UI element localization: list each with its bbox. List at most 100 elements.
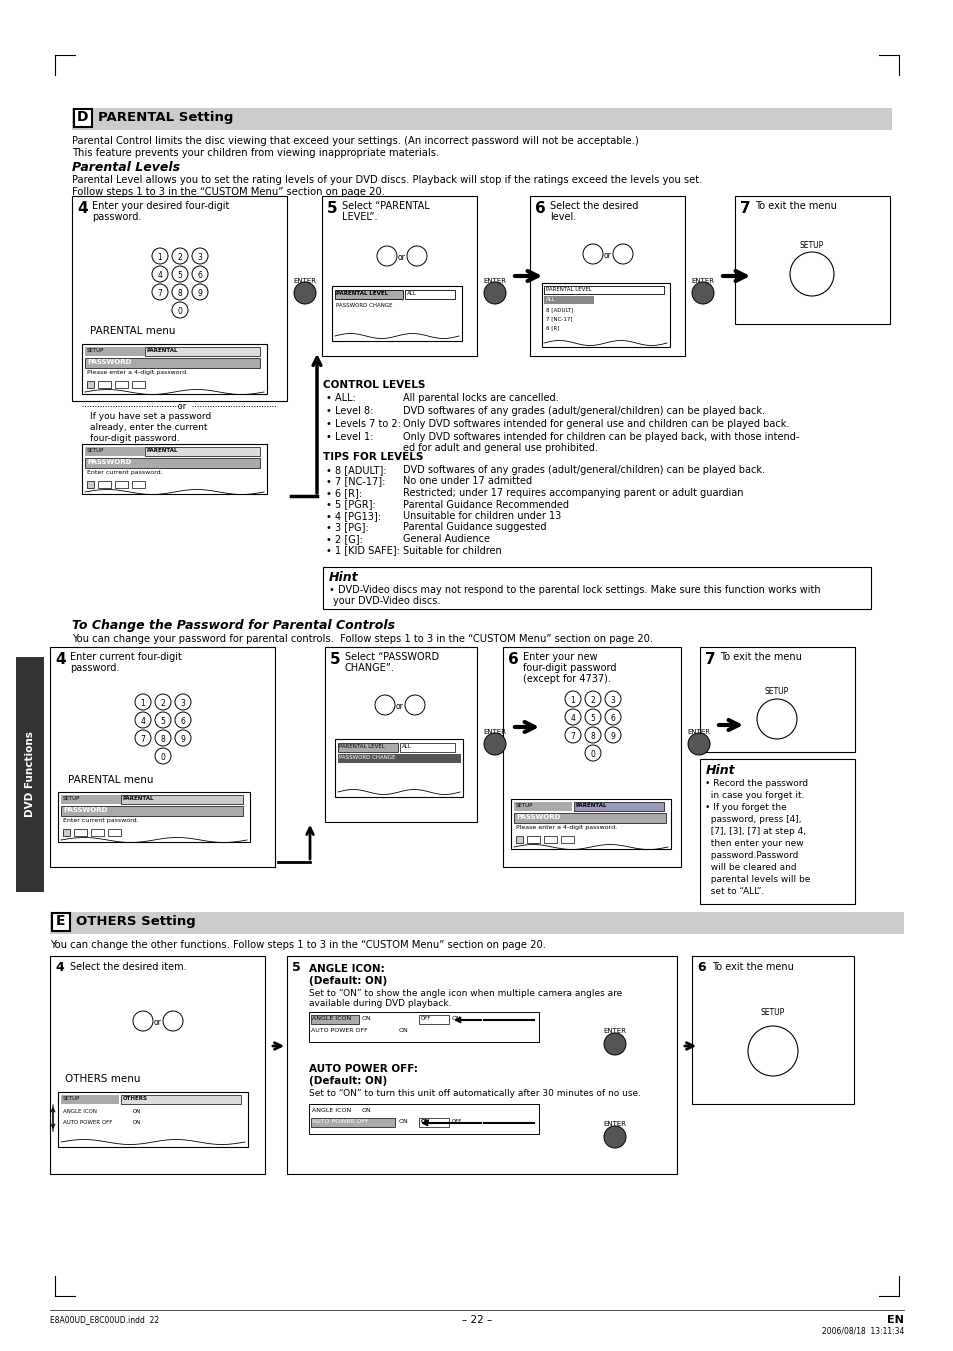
- Text: PASSWORD CHANGE: PASSWORD CHANGE: [338, 755, 395, 761]
- Text: Set to “ON” to show the angle icon when multiple camera angles are: Set to “ON” to show the angle icon when …: [309, 989, 621, 998]
- Circle shape: [405, 694, 424, 715]
- Text: PASSWORD: PASSWORD: [63, 807, 108, 813]
- Text: Select the desired: Select the desired: [550, 201, 638, 211]
- Circle shape: [603, 1125, 625, 1148]
- Text: Hint: Hint: [705, 765, 735, 777]
- Circle shape: [152, 249, 168, 263]
- Text: You can change the other functions. Follow steps 1 to 3 in the “CUSTOM Menu” sec: You can change the other functions. Foll…: [50, 940, 545, 950]
- Bar: [700, 647, 854, 753]
- Text: 3: 3: [180, 698, 185, 708]
- Text: available during DVD playback.: available during DVD playback.: [309, 998, 451, 1008]
- Bar: [311, 1106, 358, 1116]
- Text: already, enter the current: already, enter the current: [90, 423, 208, 432]
- Text: ENTER: ENTER: [691, 278, 714, 284]
- Bar: [541, 282, 669, 347]
- Text: 7 [NC-17]: 7 [NC-17]: [545, 316, 572, 322]
- Text: 0: 0: [590, 750, 595, 759]
- Text: Parental Level allows you to set the rating levels of your DVD discs. Playback w: Parental Level allows you to set the rat…: [71, 176, 701, 185]
- Bar: [323, 567, 870, 609]
- Bar: [311, 1119, 395, 1127]
- Text: PASSWORD CHANGE: PASSWORD CHANGE: [335, 303, 392, 308]
- Bar: [71, 196, 287, 401]
- Text: password, press [4],: password, press [4],: [704, 815, 801, 824]
- Text: (Default: ON): (Default: ON): [309, 975, 387, 986]
- Circle shape: [135, 712, 151, 728]
- Text: ENTER: ENTER: [687, 730, 710, 735]
- Text: 0: 0: [160, 753, 165, 762]
- Text: All parental locks are cancelled.: All parental locks are cancelled.: [402, 393, 558, 403]
- Text: Select “PARENTAL: Select “PARENTAL: [341, 201, 429, 211]
- Text: This feature prevents your children from viewing inappropriate materials.: This feature prevents your children from…: [71, 149, 438, 158]
- Text: 7: 7: [140, 735, 145, 744]
- Bar: [52, 913, 70, 931]
- Text: 2006/08/18  13:11:34: 2006/08/18 13:11:34: [821, 1327, 903, 1336]
- Text: Enter current password.: Enter current password.: [87, 470, 162, 476]
- Text: 4: 4: [77, 201, 88, 216]
- Text: [7], [3], [7] at step 4,: [7], [3], [7] at step 4,: [704, 827, 805, 836]
- Text: PARENTAL: PARENTAL: [576, 802, 607, 808]
- Bar: [74, 109, 91, 127]
- Circle shape: [154, 748, 171, 765]
- Bar: [132, 481, 145, 488]
- Text: AUTO POWER OFF: AUTO POWER OFF: [63, 1120, 112, 1125]
- Bar: [335, 290, 402, 299]
- Bar: [98, 381, 111, 388]
- Text: set to “ALL”.: set to “ALL”.: [704, 888, 763, 896]
- Text: (except for 4737).: (except for 4737).: [522, 674, 610, 684]
- Text: SETUP: SETUP: [87, 349, 104, 353]
- Text: ON: ON: [398, 1119, 408, 1124]
- Text: TIPS FOR LEVELS: TIPS FOR LEVELS: [323, 453, 423, 462]
- Text: 4: 4: [55, 653, 66, 667]
- Bar: [287, 957, 677, 1174]
- Bar: [121, 794, 243, 804]
- Text: E: E: [56, 915, 66, 928]
- Text: ALL: ALL: [545, 297, 556, 303]
- Text: SETUP: SETUP: [516, 802, 533, 808]
- Bar: [82, 444, 267, 494]
- Circle shape: [604, 727, 620, 743]
- Text: PARENTAL Setting: PARENTAL Setting: [98, 111, 233, 124]
- Bar: [543, 286, 663, 295]
- Text: SETUP: SETUP: [760, 1008, 784, 1017]
- Circle shape: [294, 282, 315, 304]
- Text: ON: ON: [361, 1108, 372, 1113]
- Bar: [61, 1096, 119, 1104]
- Bar: [514, 802, 572, 811]
- Text: PASSWORD: PASSWORD: [87, 359, 132, 365]
- Text: OFF: OFF: [452, 1119, 462, 1124]
- Bar: [87, 481, 94, 488]
- Text: ON: ON: [452, 1016, 461, 1021]
- Circle shape: [604, 709, 620, 725]
- Circle shape: [154, 712, 171, 728]
- Circle shape: [152, 284, 168, 300]
- Circle shape: [163, 1011, 183, 1031]
- Text: • 4 [PG13]:: • 4 [PG13]:: [326, 511, 380, 521]
- Circle shape: [192, 266, 208, 282]
- Circle shape: [174, 712, 191, 728]
- Text: • 2 [G]:: • 2 [G]:: [326, 534, 362, 544]
- Bar: [311, 1015, 358, 1024]
- Text: OTHERS: OTHERS: [123, 1096, 148, 1101]
- Text: 1: 1: [140, 698, 145, 708]
- Text: 3: 3: [610, 696, 615, 705]
- Circle shape: [132, 1011, 152, 1031]
- Text: EN: EN: [886, 1315, 903, 1325]
- Text: PARENTAL: PARENTAL: [147, 349, 178, 353]
- Text: • 1 [KID SAFE]:: • 1 [KID SAFE]:: [326, 546, 399, 555]
- Circle shape: [154, 694, 171, 711]
- Bar: [145, 447, 260, 457]
- Text: ENTER: ENTER: [483, 278, 506, 284]
- Bar: [115, 381, 128, 388]
- Circle shape: [172, 266, 188, 282]
- Text: To exit the menu: To exit the menu: [711, 962, 793, 971]
- Bar: [526, 836, 539, 843]
- Text: OFF: OFF: [420, 1016, 431, 1021]
- Text: ALL: ALL: [407, 290, 416, 296]
- Text: PARENTAL: PARENTAL: [147, 449, 178, 453]
- Text: D: D: [77, 109, 89, 124]
- Bar: [337, 743, 397, 753]
- Circle shape: [613, 245, 633, 263]
- Bar: [108, 830, 121, 836]
- Text: DVD softwares of any grades (adult/general/children) can be played back.: DVD softwares of any grades (adult/gener…: [402, 465, 764, 476]
- Bar: [543, 836, 557, 843]
